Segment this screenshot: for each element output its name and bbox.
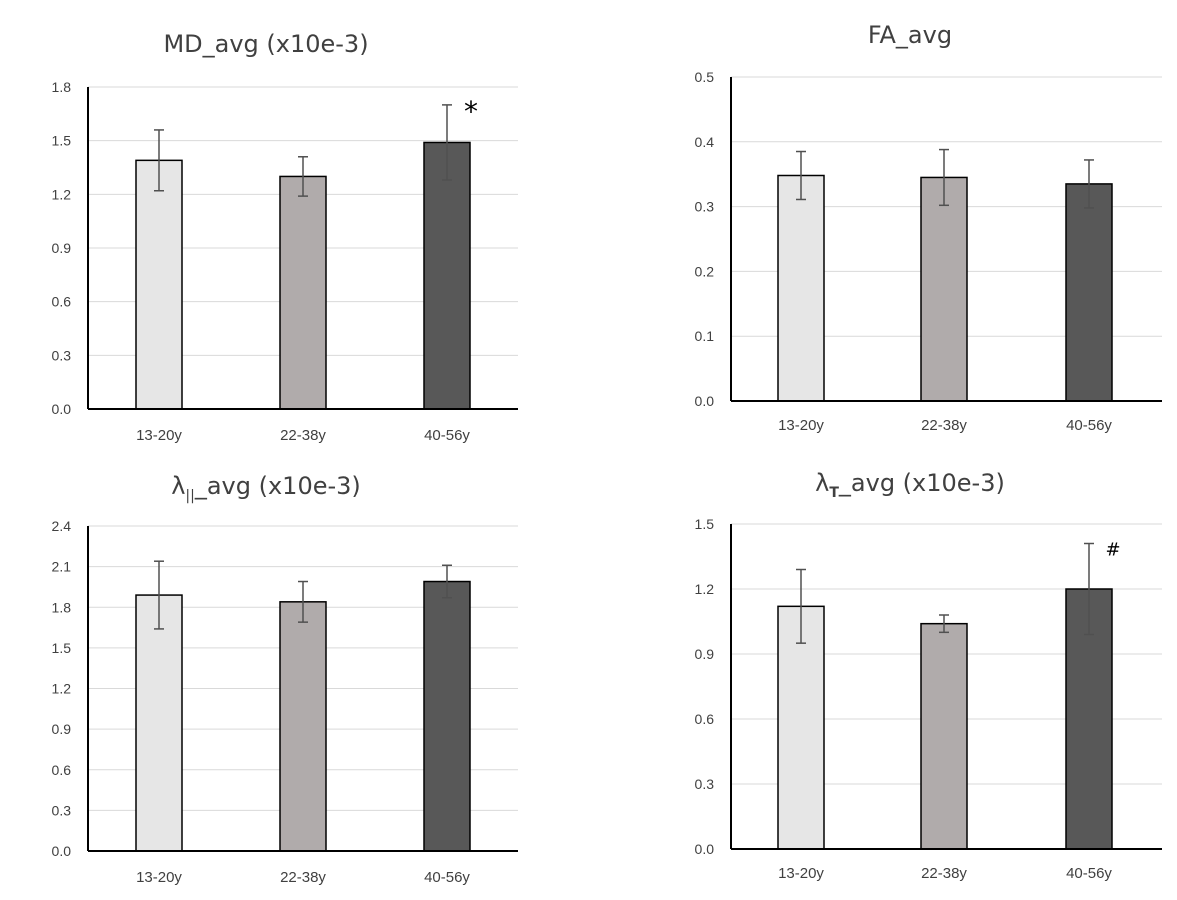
y-tick-label: 0.2 (695, 263, 715, 279)
significance-hash: # (1105, 540, 1120, 561)
y-tick-label: 0.6 (52, 294, 72, 310)
category-label: 22-38y (921, 865, 967, 882)
y-tick-label: 2.1 (52, 559, 72, 575)
significance-asterisk: * (464, 95, 478, 128)
title-rest: _avg (x10e-3) (838, 469, 1005, 497)
chart-lambda-parallel-avg: λ||_avg (x10e-3) 0.0 0.3 0.6 0.9 1.2 1.5 1.8 2.… (52, 472, 518, 886)
bar-22-38y (279, 601, 327, 852)
chart-lambda-transverse-avg: λT_avg (x10e-3) 0.0 0.3 0.6 0.9 1.2 1.5 13-20y… (695, 469, 1162, 882)
y-tick-label: 0.0 (52, 843, 72, 859)
y-tick-label: 0.5 (695, 69, 715, 85)
y-tick-label: 1.8 (52, 79, 72, 95)
category-label: 22-38y (280, 427, 326, 444)
bar-40-56y (423, 580, 471, 852)
bar-13-20y (135, 594, 183, 852)
y-tick-label: 1.2 (52, 186, 72, 202)
y-tick-label: 0.0 (695, 393, 715, 409)
category-label: 13-20y (778, 865, 824, 882)
bar-22-38y (920, 176, 968, 402)
chart-title-fa-avg: FA_avg (868, 21, 952, 49)
y-tick-label: 0.4 (695, 134, 715, 150)
y-tick-label: 1.5 (52, 133, 72, 149)
y-tick-label: 1.5 (695, 516, 715, 532)
y-tick-label: 0.3 (695, 776, 715, 792)
y-tick-label: 0.1 (695, 328, 715, 344)
y-tick-label: 0.3 (52, 347, 72, 363)
y-tick-label: 2.4 (52, 518, 72, 534)
title-lambda-symbol: λ (815, 469, 829, 497)
y-tick-label: 0.9 (52, 721, 72, 737)
category-label: 13-20y (136, 427, 182, 444)
y-tick-label: 0.3 (52, 802, 72, 818)
y-tick-label: 0.9 (695, 646, 715, 662)
y-tick-label: 1.2 (52, 681, 72, 697)
category-label: 40-56y (1066, 865, 1112, 882)
title-transverse-subscript: T (829, 485, 839, 501)
chart-title-lambda-parallel: λ||_avg (x10e-3) (171, 472, 361, 504)
y-tick-label: 1.5 (52, 640, 72, 656)
chart-title-md-avg: MD_avg (x10e-3) (163, 30, 368, 58)
y-tick-label: 1.8 (52, 599, 72, 615)
y-tick-label: 0.3 (695, 199, 715, 215)
title-parallel-subscript: || (185, 488, 194, 504)
bar-13-20y (135, 159, 183, 410)
chart-md-avg: MD_avg (x10e-3) 0.0 0.3 0.6 0.9 1.2 1.5 1.8 13-… (52, 30, 518, 444)
bar-40-56y (1065, 183, 1113, 402)
y-tick-label: 1.2 (695, 581, 715, 597)
title-rest: _avg (x10e-3) (194, 472, 361, 500)
category-label: 13-20y (136, 869, 182, 886)
bar-13-20y (777, 174, 825, 402)
y-tick-label: 0.0 (695, 841, 715, 857)
category-label: 40-56y (424, 427, 470, 444)
bar-40-56y (423, 141, 471, 410)
y-tick-label: 0.6 (52, 762, 72, 778)
y-tick-label: 0.0 (52, 401, 72, 417)
category-label: 13-20y (778, 417, 824, 434)
category-label: 40-56y (1066, 417, 1112, 434)
category-label: 22-38y (921, 417, 967, 434)
bar-22-38y (279, 175, 327, 410)
category-label: 22-38y (280, 869, 326, 886)
y-tick-label: 0.9 (52, 240, 72, 256)
chart-fa-avg: FA_avg 0.0 0.1 0.2 0.3 0.4 0.5 13-20y 22-38y 40-… (695, 21, 1162, 434)
bar-13-20y (777, 605, 825, 850)
title-lambda-symbol: λ (171, 472, 185, 500)
category-label: 40-56y (424, 869, 470, 886)
bar-22-38y (920, 622, 968, 850)
y-tick-label: 0.6 (695, 711, 715, 727)
chart-title-lambda-transverse: λT_avg (x10e-3) (815, 469, 1005, 501)
